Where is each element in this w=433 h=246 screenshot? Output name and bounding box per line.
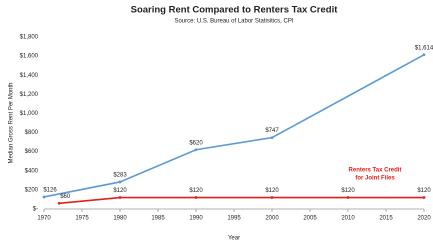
y-tick-label: $600 [25,149,39,155]
x-tick-label: 2015 [379,216,393,222]
x-tick-label: 1975 [75,216,89,222]
annotation: for Joint Files [355,176,395,182]
y-tick-label: $1,400 [20,73,39,79]
point [118,180,122,184]
chart-title: Soaring Rent Compared to Renters Tax Cre… [131,5,339,16]
x-tick-label: 1980 [113,216,127,222]
x-tick-label: 1970 [37,216,51,222]
point [57,201,61,205]
point [194,148,198,152]
y-tick-label: $800 [25,130,39,136]
x-tick-label: 1985 [151,216,165,222]
y-tick-label: $1,000 [20,111,39,117]
value-label: $1,614 [415,45,433,51]
value-label: $747 [265,128,279,134]
annotation: Renters Tax Credit [349,168,402,174]
point [118,196,122,199]
value-label: $120 [189,188,203,194]
y-tick-label: $1,800 [20,35,39,41]
y-tick-label: $200 [25,187,39,193]
x-tick-label: 2020 [417,216,431,222]
y-tick-label: $400 [25,168,39,174]
point [346,196,350,199]
x-tick-label: 2005 [303,216,317,222]
x-axis-title: Year [228,236,240,242]
value-label: $120 [417,188,431,194]
value-label: $120 [265,188,279,194]
value-label: $120 [341,188,355,194]
point [194,196,198,199]
point [42,195,46,199]
y-tick-label: $1,200 [20,92,39,98]
y-tick-label: $1,600 [20,54,39,60]
y-axis-title: Median Gross Rent Per Month [9,82,15,163]
point [270,196,274,199]
chart-subtitle: Source: U.S. Bureau of Labor Statisitics… [174,19,293,25]
point [422,53,426,57]
point [270,136,274,140]
value-label: $60 [60,194,71,200]
value-label: $283 [113,173,127,179]
x-tick-label: 2010 [341,216,355,222]
value-label: $120 [113,188,127,194]
x-tick-label: 1995 [227,216,241,222]
point [422,196,426,199]
x-tick-label: 2000 [265,216,279,222]
x-tick-label: 1990 [189,216,203,222]
y-tick-label: $- [33,207,38,213]
value-label: $126 [43,188,57,194]
line [59,196,424,205]
value-label: $620 [189,140,203,146]
